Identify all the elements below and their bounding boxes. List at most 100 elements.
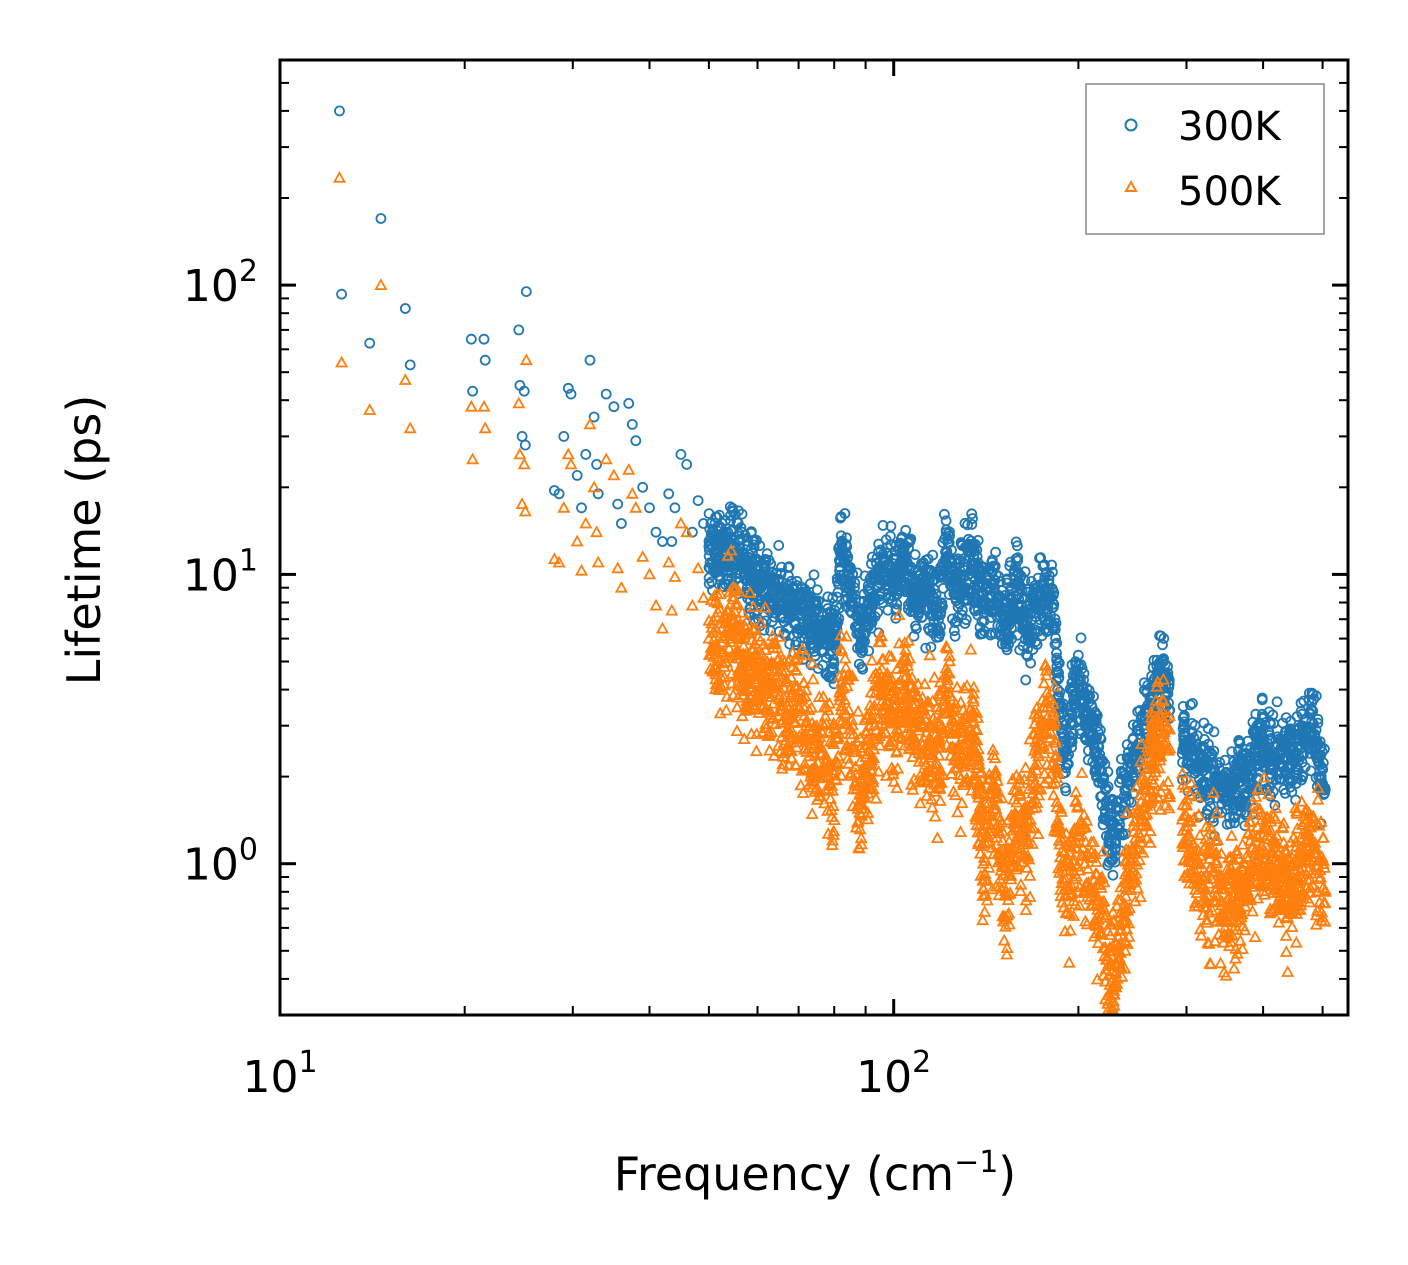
cloud-point-300k <box>982 592 994 604</box>
cloud-point-300k <box>1306 697 1318 708</box>
data-point-300k <box>637 481 649 493</box>
cloud-point-300k <box>1233 756 1245 768</box>
cloud-point-500k <box>933 794 947 806</box>
cloud-point-300k <box>1178 716 1190 728</box>
cloud-point-300k <box>1004 609 1016 621</box>
cloud-point-300k <box>811 619 823 631</box>
cloud-point-500k <box>838 706 852 719</box>
cloud-point-300k <box>875 544 887 556</box>
data-point-300k <box>968 559 979 571</box>
data-point-300k <box>1233 777 1245 789</box>
cloud-point-300k <box>1239 787 1251 798</box>
cloud-point-500k <box>1314 913 1328 926</box>
cloud-point-300k <box>1031 589 1043 601</box>
cloud-point-500k <box>978 836 992 848</box>
cloud-point-300k <box>1266 762 1277 774</box>
cloud-point-500k <box>1287 862 1301 875</box>
cloud-point-300k <box>881 542 893 553</box>
cloud-point-300k <box>1308 718 1319 730</box>
cloud-point-300k <box>831 591 843 603</box>
data-point-300k <box>989 582 1000 594</box>
cloud-point-300k <box>716 528 728 540</box>
cloud-point-500k <box>1233 907 1247 920</box>
data-point-300k <box>1079 708 1091 720</box>
cloud-point-300k <box>1090 751 1102 763</box>
cloud-point-300k <box>832 587 844 598</box>
cloud-point-300k <box>828 664 839 675</box>
cloud-point-300k <box>1047 566 1058 578</box>
cloud-point-500k <box>786 645 800 658</box>
data-point-300k <box>663 488 675 500</box>
cloud-point-300k <box>1113 814 1125 825</box>
cloud-point-500k <box>882 649 896 661</box>
cloud-point-300k <box>805 578 816 590</box>
cloud-point-500k <box>1089 926 1103 939</box>
cloud-point-300k <box>1315 770 1327 782</box>
data-point-300k <box>1222 784 1233 796</box>
cloud-point-500k <box>887 774 901 787</box>
cloud-point-500k <box>1128 854 1142 867</box>
cloud-point-300k <box>1102 810 1114 822</box>
cloud-point-500k <box>1043 731 1057 744</box>
cloud-point-500k <box>861 812 875 825</box>
cloud-point-500k <box>1138 808 1152 821</box>
data-point-300k <box>1053 700 1065 712</box>
cloud-point-300k <box>1119 770 1131 782</box>
cloud-point-500k <box>1302 805 1316 818</box>
cloud-point-500k <box>817 796 831 809</box>
cloud-point-300k <box>1185 699 1196 711</box>
data-point-300k <box>815 629 826 640</box>
data-point-300k <box>518 385 530 397</box>
cloud-point-300k <box>901 582 913 594</box>
cloud-point-300k <box>967 513 978 524</box>
cloud-point-300k <box>1223 791 1235 803</box>
cloud-point-300k <box>1251 758 1263 770</box>
cloud-point-500k <box>705 620 719 633</box>
cloud-point-300k <box>883 593 894 605</box>
cloud-point-500k <box>1019 903 1033 915</box>
cloud-point-300k <box>1049 613 1061 625</box>
cloud-point-300k <box>773 540 785 551</box>
cloud-point-500k <box>963 745 978 757</box>
cloud-point-500k <box>1251 891 1265 904</box>
data-point-300k <box>1134 729 1146 740</box>
cloud-point-300k <box>835 530 847 542</box>
data-point-300k <box>800 605 812 616</box>
cloud-point-300k <box>949 630 961 642</box>
cloud-point-300k <box>1076 695 1087 707</box>
cloud-point-500k <box>927 670 941 683</box>
cloud-point-500k <box>724 543 738 556</box>
cloud-point-300k <box>784 638 796 650</box>
cloud-point-500k <box>925 768 939 781</box>
cloud-point-500k <box>729 596 743 609</box>
cloud-point-500k <box>779 672 793 685</box>
cloud-point-300k <box>1100 784 1111 796</box>
cloud-point-500k <box>1179 808 1193 821</box>
cloud-point-500k <box>1031 827 1045 839</box>
cloud-point-500k <box>1007 836 1021 848</box>
cloud-point-500k <box>1156 692 1170 705</box>
cloud-point-500k <box>1193 828 1207 841</box>
cloud-point-500k <box>732 669 746 682</box>
cloud-point-500k <box>978 795 992 808</box>
cloud-point-500k <box>939 687 953 700</box>
cloud-point-500k <box>995 881 1009 894</box>
cloud-point-300k <box>1257 784 1268 795</box>
data-point-300k <box>608 401 620 413</box>
cloud-point-500k <box>920 695 935 707</box>
cloud-point-500k <box>869 791 883 804</box>
cloud-point-500k <box>992 888 1006 901</box>
cloud-point-300k <box>1040 618 1052 630</box>
cloud-point-300k <box>916 558 927 569</box>
cloud-point-300k <box>1026 614 1038 626</box>
cloud-point-300k <box>1000 638 1011 650</box>
cloud-point-300k <box>833 613 845 624</box>
data-point-300k <box>1264 748 1276 760</box>
cloud-point-300k <box>1229 817 1240 829</box>
cloud-point-500k <box>1197 842 1211 855</box>
cloud-point-500k <box>1130 780 1144 793</box>
cloud-point-500k <box>749 693 763 706</box>
cloud-point-500k <box>915 775 929 788</box>
cloud-point-500k <box>1046 705 1061 718</box>
cloud-point-500k <box>1133 754 1148 767</box>
